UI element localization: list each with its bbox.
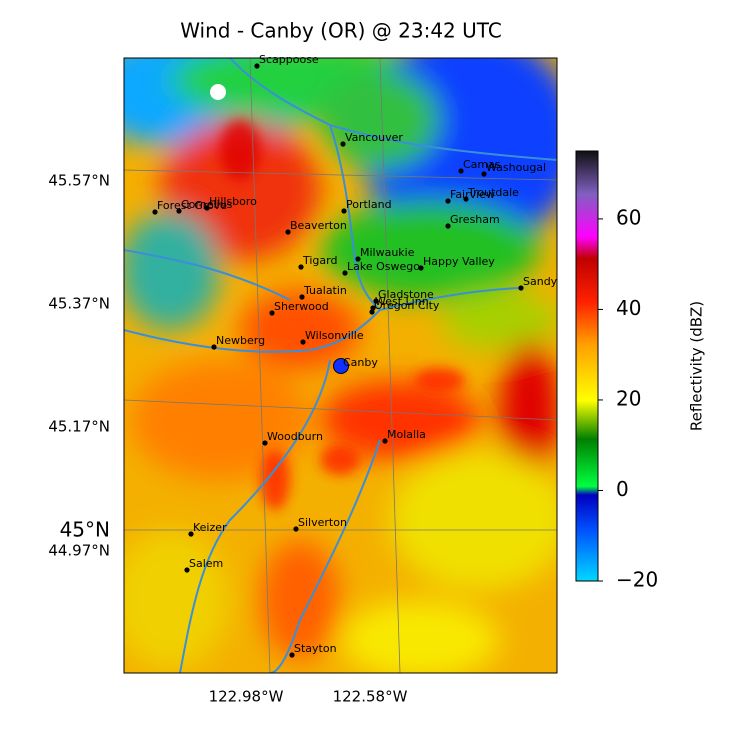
city-label: Oregon City (374, 299, 440, 312)
y-axis-label: 44.97°N (48, 542, 110, 560)
city-label: Hillsboro (209, 195, 257, 208)
city-dot (481, 171, 487, 177)
colorbar-label: Reflectivity (dBZ) (688, 301, 706, 431)
y-axis-label: 45.37°N (48, 295, 110, 313)
city-dot (289, 652, 295, 658)
city-label: Forest Grove (157, 199, 227, 212)
city-dot (518, 285, 524, 291)
city-dot (285, 229, 291, 235)
city-label: Washougal (486, 161, 546, 174)
city-dot (373, 298, 379, 304)
city-label: Tigard (302, 254, 337, 267)
city-dot (355, 256, 361, 262)
map-frame (123, 57, 558, 674)
city-label: Happy Valley (423, 255, 495, 268)
radar-site-dot (333, 358, 349, 374)
city-label: Wilsonville (305, 329, 364, 342)
city-label: Milwaukie (360, 246, 415, 259)
city-label: Tualatin (303, 284, 347, 297)
city-dot (340, 141, 346, 147)
city-dot (184, 567, 190, 573)
y-axis-label: 45.17°N (48, 418, 110, 436)
city-dot (262, 440, 268, 446)
city-dot (298, 264, 304, 270)
city-label: Fairview (450, 188, 495, 201)
city-label: Beaverton (290, 219, 347, 232)
colorbar-tick-label: 20 (616, 386, 641, 410)
y-axis-label: 45.57°N (48, 172, 110, 190)
colorbar-tick-label: 0 (616, 477, 629, 501)
city-dot (445, 223, 451, 229)
city-label: Molalla (387, 428, 426, 441)
city-label: Cornelius (181, 198, 233, 211)
city-dot (211, 344, 217, 350)
colorbar: Reflectivity (dBZ) −20 0 20 40 60 (575, 150, 706, 592)
city-label: Troutdale (467, 186, 519, 199)
city-dot (382, 438, 388, 444)
city-label: Vancouver (345, 131, 403, 144)
city-label: Gladstone (378, 288, 434, 301)
colorbar-gradient (575, 150, 599, 582)
city-dot (299, 294, 305, 300)
city-dot (341, 208, 347, 214)
x-axis-label: 122.98°W (209, 688, 284, 706)
colorbar-tick-label: 60 (616, 205, 641, 229)
title: Wind - Canby (OR) @ 23:42 UTC (180, 19, 502, 43)
city-label: Portland (346, 198, 392, 211)
city-dot (418, 265, 424, 271)
city-dot (269, 310, 275, 316)
city-label: Camas (463, 158, 501, 171)
city-label: Stayton (294, 642, 337, 655)
city-label: Lake Oswego (347, 260, 420, 273)
city-dot (254, 63, 260, 69)
city-label: Newberg (216, 334, 265, 347)
city-dot (369, 309, 375, 315)
city-dot (342, 270, 348, 276)
city-dot (293, 526, 299, 532)
city-dot (152, 209, 158, 215)
city-dot (370, 305, 376, 311)
city-label: Salem (189, 557, 223, 570)
city-dot (204, 205, 210, 211)
city-dot (300, 339, 306, 345)
radar-map (124, 58, 557, 673)
city-label: Sandy (523, 275, 558, 288)
colorbar-tick-label: 40 (616, 296, 641, 320)
city-dot (445, 198, 451, 204)
radar-site-label: Canby (343, 356, 378, 369)
y-axis-label: 45°N (60, 518, 110, 542)
city-dot (463, 196, 469, 202)
city-label: West Linn (375, 295, 429, 308)
city-label: Scappoose (259, 53, 319, 66)
x-axis-label: 122.58°W (333, 688, 408, 706)
city-label: Silverton (298, 516, 347, 529)
city-label: Keizer (193, 521, 227, 534)
city-dot (458, 168, 464, 174)
city-dot (176, 208, 182, 214)
city-dot (188, 531, 194, 537)
city-label: Gresham (450, 213, 500, 226)
colorbar-tick-label: −20 (616, 568, 658, 592)
city-label: Sherwood (274, 300, 329, 313)
city-label: Woodburn (267, 430, 323, 443)
